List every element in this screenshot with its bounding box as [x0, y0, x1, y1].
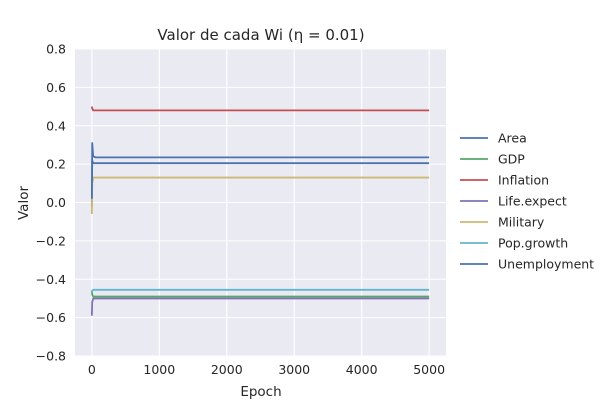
series-line-1	[90, 290, 430, 298]
y-tick-label: 0.4	[46, 118, 66, 133]
y-tick-label: −0.2	[36, 233, 66, 248]
x-tick-label: 4000	[346, 362, 378, 377]
series-line-6	[90, 159, 430, 199]
legend-label: Inflation	[498, 173, 549, 188]
legend-label: Unemployment	[498, 257, 594, 272]
legend-label: Area	[498, 131, 527, 146]
x-tick-label: 3000	[278, 362, 310, 377]
legend-label: Pop.growth	[498, 236, 568, 251]
series-group	[90, 106, 430, 316]
x-axis-ticks: 0 1000 2000 3000 4000 5000	[88, 362, 445, 377]
y-tick-label: 0.2	[46, 157, 66, 172]
y-axis-ticks: −0.8 −0.6 −0.4 −0.2 0.0 0.2 0.4 0.6 0.8	[36, 42, 66, 364]
legend-label: GDP	[498, 152, 525, 167]
legend: Area GDP Inflation Life.expect Military Pop.g…	[460, 131, 594, 272]
x-tick-label: 0	[88, 362, 96, 377]
y-tick-label: 0.6	[46, 80, 66, 95]
x-tick-label: 5000	[413, 362, 445, 377]
grid	[75, 48, 446, 357]
chart-title: Valor de cada Wi (η = 0.01)	[157, 26, 364, 44]
series-line-5	[90, 288, 430, 293]
x-tick-label: 1000	[143, 362, 175, 377]
y-tick-label: 0.8	[46, 42, 66, 57]
x-axis-label: Epoch	[240, 384, 281, 400]
y-tick-label: −0.8	[36, 349, 66, 364]
legend-label: Life.expect	[498, 194, 567, 209]
x-tick-label: 2000	[211, 362, 243, 377]
series-line-3	[90, 297, 430, 316]
y-tick-label: 0.0	[46, 195, 66, 210]
y-axis-label: Valor	[16, 186, 32, 220]
y-tick-label: −0.4	[36, 272, 66, 287]
series-line-2	[90, 106, 430, 112]
y-tick-label: −0.6	[36, 310, 66, 325]
legend-label: Military	[498, 215, 545, 230]
